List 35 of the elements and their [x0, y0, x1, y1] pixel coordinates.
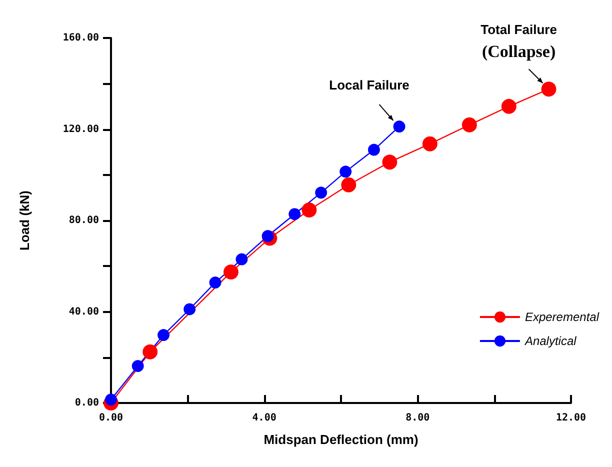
- x-tick-label: 4.00: [252, 412, 276, 424]
- legend-label: Analytical: [524, 334, 577, 348]
- x-axis-title: Midspan Deflection (mm): [264, 432, 418, 447]
- y-tick-label: 120.00: [62, 124, 99, 135]
- point: [340, 166, 352, 178]
- point: [302, 202, 317, 218]
- point: [501, 98, 516, 114]
- y-tick-label: 80.00: [68, 215, 99, 226]
- point: [541, 82, 556, 97]
- y-tick-label: 0.00: [74, 398, 99, 408]
- annotation: Local Failure: [329, 78, 410, 93]
- point: [393, 120, 406, 133]
- point: [462, 117, 477, 132]
- point: [288, 208, 301, 220]
- y-tick-label: 40.00: [68, 306, 99, 318]
- y-axis-title: Load (kN): [17, 190, 32, 250]
- legend-label: Experemental: [524, 310, 600, 324]
- point: [315, 186, 328, 199]
- point: [158, 329, 170, 342]
- x-tick-label: 8.00: [406, 412, 430, 424]
- point: [209, 276, 222, 289]
- x-tick-label: 12.00: [556, 412, 586, 424]
- point: [341, 177, 356, 192]
- point: [236, 253, 248, 266]
- point: [382, 154, 398, 170]
- point: [422, 136, 438, 152]
- point: [262, 230, 274, 242]
- annotation: Total Failure (Collapse): [480, 22, 557, 62]
- point: [224, 264, 238, 280]
- point: [142, 344, 158, 360]
- point: [368, 144, 380, 156]
- y-tick-label: 160.00: [62, 32, 99, 44]
- point: [184, 303, 196, 316]
- x-tick-label: 0.00: [98, 412, 124, 424]
- point: [132, 360, 144, 372]
